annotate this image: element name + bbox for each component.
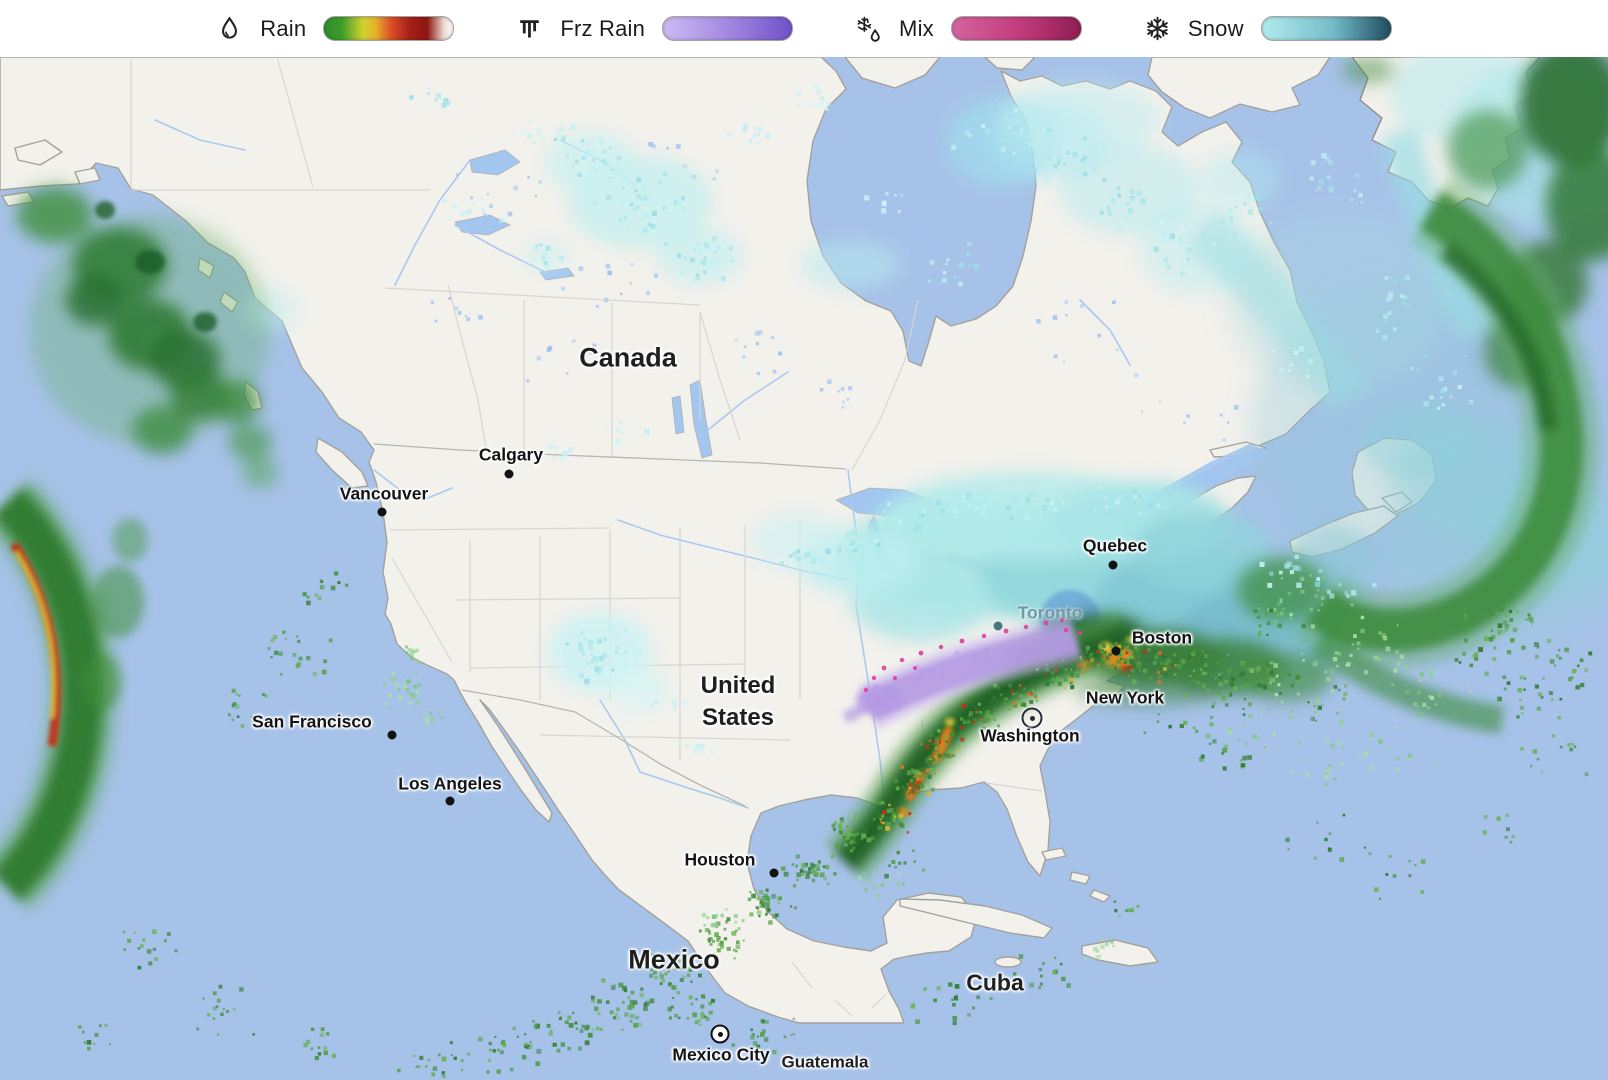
pacific-storm-arc	[0, 479, 148, 910]
freezing-rain-radar	[842, 615, 1084, 730]
legend-bar: Rain Frz Rain	[0, 0, 1608, 57]
us-mexico-border	[461, 689, 746, 807]
mix-radar	[863, 617, 1083, 693]
baffin-island	[1147, 57, 1331, 119]
legend-item-rain: Rain	[216, 15, 455, 42]
snowflake-icon	[1144, 15, 1171, 42]
us-canada-border	[373, 443, 847, 470]
legend-gradient-snow	[1260, 16, 1392, 41]
legend-item-snow: Snow	[1144, 15, 1392, 42]
legend-gradient-rain	[323, 16, 455, 41]
weather-map[interactable]: Vancouver Calgary Quebec Toronto Boston New Y…	[0, 57, 1608, 1080]
map-canvas	[0, 57, 1608, 1080]
radar-speckles	[78, 83, 1593, 1079]
legend-label-rain: Rain	[260, 15, 307, 41]
legend-label-mix: Mix	[899, 15, 934, 41]
vancouver-island	[315, 437, 369, 489]
legend-label-frz-rain: Frz Rain	[560, 15, 646, 41]
radar-layer	[0, 57, 1608, 1079]
legend-item-mix: Mix	[855, 15, 1082, 42]
legend-label-snow: Snow	[1187, 15, 1244, 41]
icicles-icon	[516, 15, 543, 42]
borders	[130, 57, 1043, 1017]
legend-item-frz-rain: Frz Rain	[516, 15, 794, 42]
droplet-icon	[216, 15, 243, 42]
cuba-island	[899, 898, 1053, 939]
legend-gradient-frz-rain	[662, 16, 794, 41]
snowflake-droplet-icon	[855, 15, 882, 42]
legend-gradient-mix	[950, 16, 1082, 41]
